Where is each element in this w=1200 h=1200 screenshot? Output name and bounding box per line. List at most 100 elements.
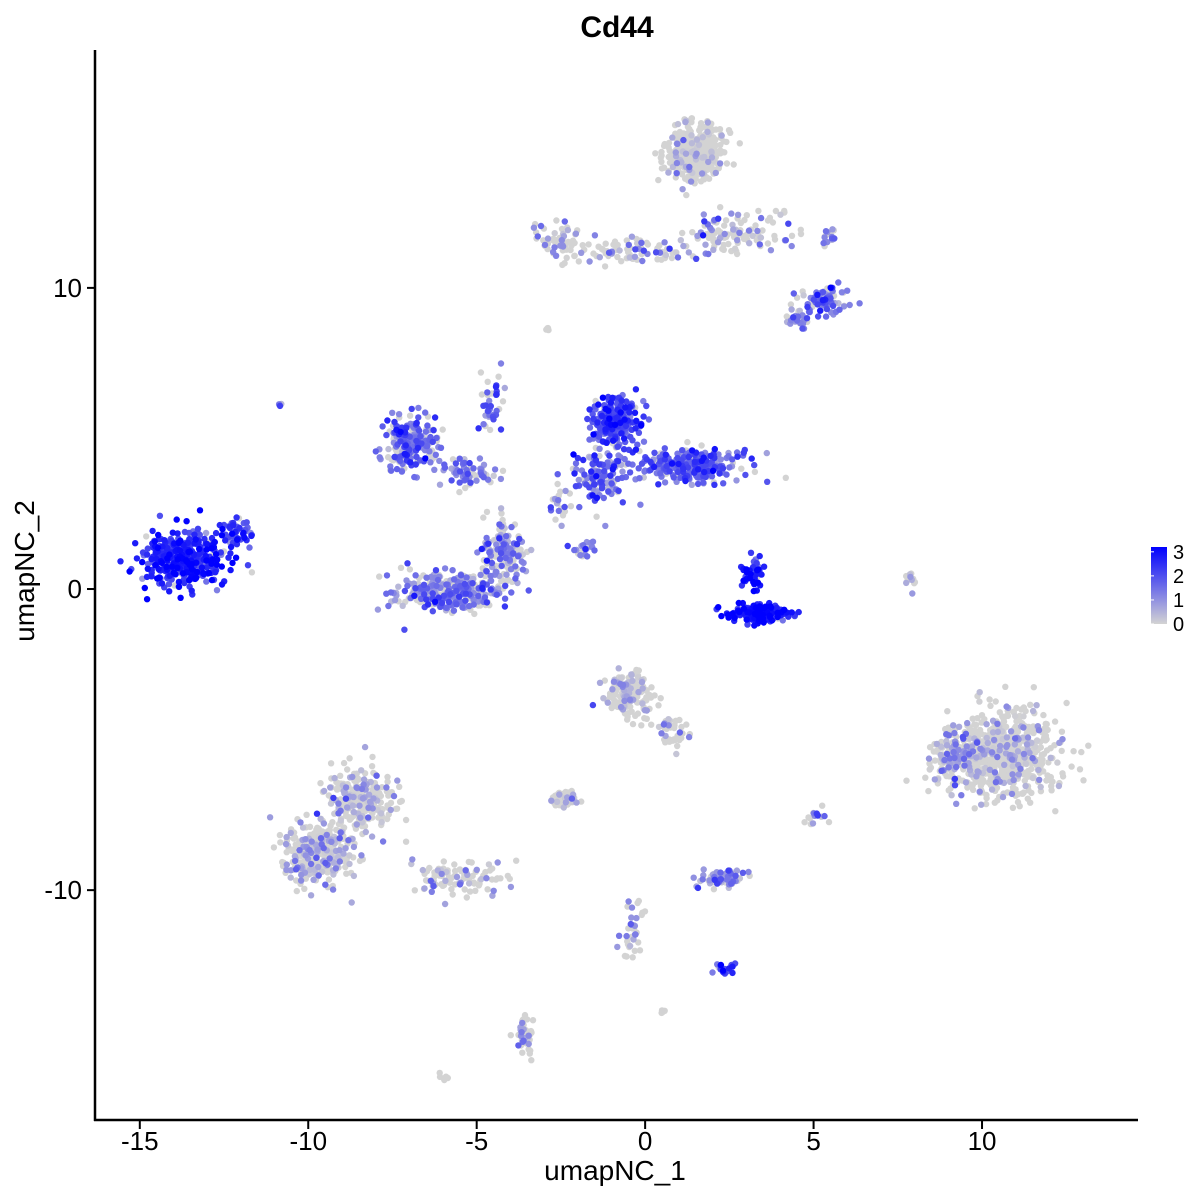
cell-point [694, 480, 702, 488]
cell-point [618, 397, 625, 404]
cell-point [742, 471, 749, 479]
cell-point [496, 535, 503, 542]
cell-point [674, 468, 682, 476]
cell-point [601, 677, 608, 684]
cell-point [413, 453, 420, 460]
cell-point [484, 886, 491, 893]
cell-point [661, 239, 668, 246]
cell-point [519, 1019, 526, 1027]
cell-point [133, 555, 141, 562]
cell-point [953, 763, 960, 771]
cell-point [708, 473, 716, 480]
cell-point [493, 391, 500, 398]
cell-point [490, 887, 497, 894]
cell-point [711, 445, 718, 453]
cell-point [1000, 718, 1008, 725]
cell-point [666, 245, 673, 252]
cell-point [658, 1007, 666, 1014]
cell-point [640, 397, 647, 405]
cell-point [829, 302, 837, 310]
cell-point [771, 232, 778, 240]
cell-point [618, 258, 625, 265]
cell-point [574, 454, 582, 462]
cell-point [982, 800, 990, 808]
cell-point [987, 776, 994, 783]
cell-point [941, 756, 948, 764]
cell-point [196, 507, 204, 514]
cell-point [1035, 766, 1042, 774]
cell-point [475, 425, 482, 432]
cell-point [144, 565, 151, 572]
cell-point [450, 607, 458, 614]
cell-point [655, 481, 662, 488]
cell-point [717, 204, 724, 211]
cell-point [306, 846, 313, 854]
cell-point [196, 550, 203, 557]
cell-point [203, 564, 211, 571]
cell-point [994, 753, 1001, 761]
cell-point [248, 532, 255, 540]
cell-point [366, 798, 374, 805]
cell-point [600, 494, 607, 502]
cell-point [484, 389, 491, 396]
cell-point [581, 471, 588, 478]
cell-point [729, 969, 736, 977]
cell-point [673, 170, 680, 177]
cell-point [1054, 759, 1061, 766]
cell-point [525, 587, 532, 594]
cell-point [635, 465, 642, 472]
cell-point [315, 872, 322, 879]
cell-point [397, 428, 404, 436]
cell-point [501, 603, 509, 610]
cell-point [823, 305, 831, 313]
cell-point [415, 404, 422, 412]
cell-point [991, 799, 998, 806]
cell-point [655, 176, 662, 184]
cell-point [969, 715, 976, 722]
cell-point [379, 423, 386, 430]
cell-point [230, 522, 237, 529]
cell-point [1042, 720, 1050, 728]
cell-point [565, 238, 572, 246]
cell-point [403, 577, 410, 584]
cell-point [688, 447, 696, 454]
cell-point [462, 597, 469, 604]
cell-point [462, 590, 470, 597]
cell-point [622, 404, 629, 411]
cell-point [598, 245, 605, 252]
cell-point [1000, 769, 1007, 777]
cell-point [903, 579, 910, 587]
cell-point [208, 560, 215, 567]
cell-point [353, 770, 360, 777]
cell-point [336, 835, 343, 842]
cell-point [188, 587, 195, 594]
legend-label: 2 [1173, 566, 1184, 588]
cell-point [814, 291, 821, 298]
data-points [117, 115, 1092, 1084]
cell-point [1004, 712, 1012, 720]
cell-point [605, 488, 612, 495]
cell-point [302, 836, 309, 843]
cell-point [976, 698, 983, 705]
cell-point [1028, 789, 1035, 797]
cell-point [698, 170, 706, 177]
cell-point [590, 431, 597, 438]
cell-point [233, 514, 240, 521]
cell-point [938, 767, 945, 774]
cell-point [684, 438, 691, 446]
cell-point [1040, 711, 1047, 719]
cell-point [710, 886, 718, 893]
cell-point [518, 558, 525, 565]
cell-point [203, 546, 210, 553]
cell-point [739, 869, 747, 876]
cell-point [682, 150, 690, 157]
cell-point [179, 570, 187, 577]
cell-point [487, 402, 494, 410]
cell-point [644, 241, 652, 248]
cell-point [715, 604, 722, 611]
cell-point [395, 583, 402, 590]
cell-point [751, 468, 759, 476]
cell-point [593, 513, 600, 520]
cell-point [499, 398, 507, 405]
cell-point [759, 227, 766, 234]
